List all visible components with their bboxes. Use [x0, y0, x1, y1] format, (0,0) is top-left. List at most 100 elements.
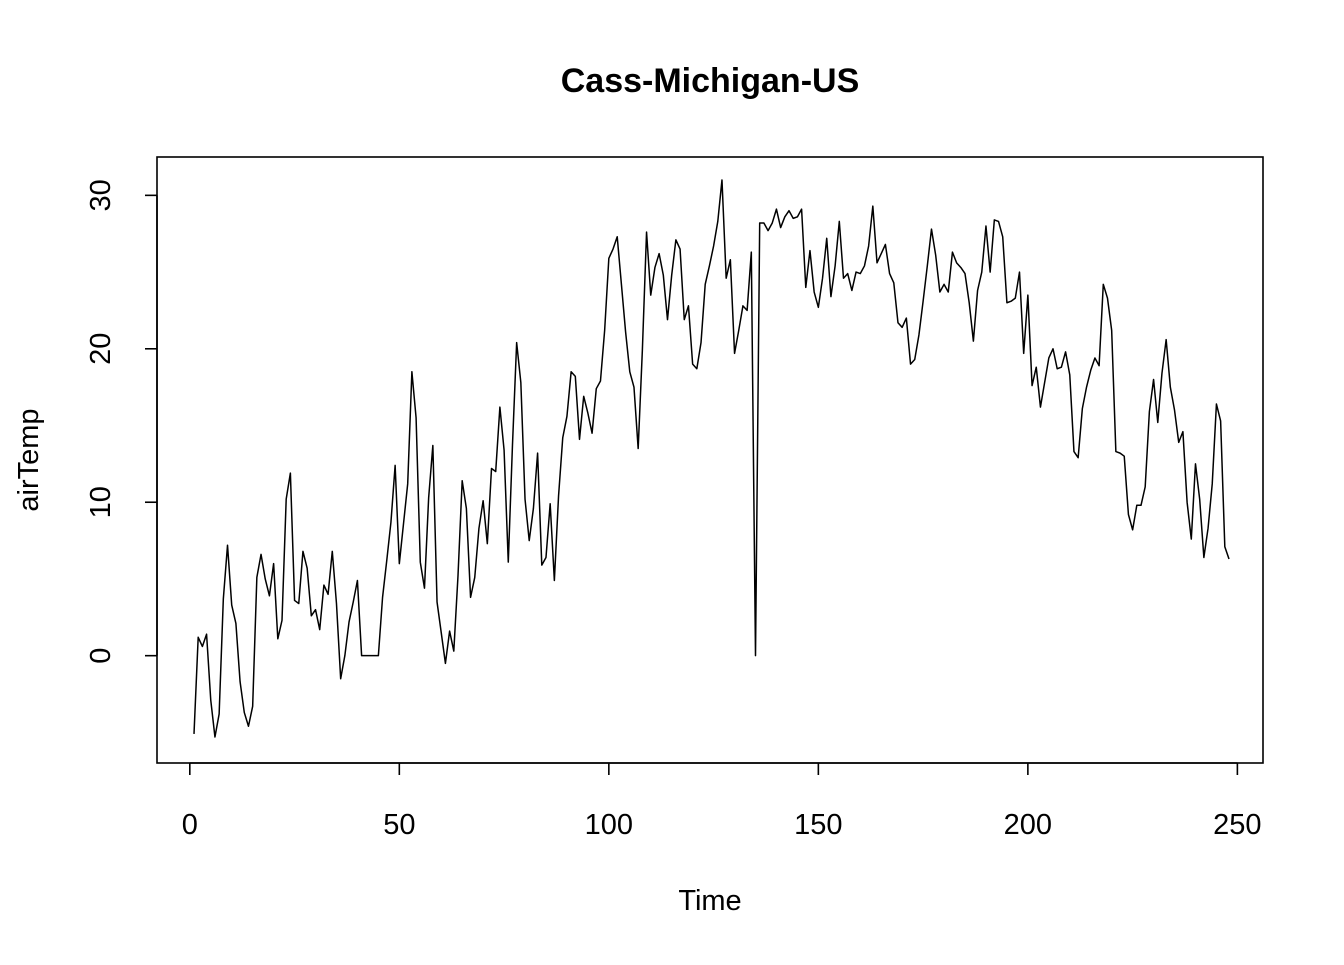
data-point [214, 736, 216, 738]
data-point [591, 432, 593, 434]
data-point [692, 363, 694, 365]
data-point [721, 179, 723, 181]
data-point [1040, 406, 1042, 408]
data-point [713, 245, 715, 247]
data-point [1119, 452, 1121, 454]
data-point [1052, 348, 1054, 350]
data-point [1065, 351, 1067, 353]
data-point [537, 452, 539, 454]
data-point [1048, 357, 1050, 359]
data-point [369, 655, 371, 657]
x-axis-label: Time [678, 885, 741, 917]
data-point [482, 500, 484, 502]
data-point [570, 371, 572, 373]
data-point [1224, 546, 1226, 548]
data-point [1035, 366, 1037, 368]
data-point [981, 271, 983, 273]
data-point [1086, 386, 1088, 388]
data-point [206, 633, 208, 635]
data-point [562, 437, 564, 439]
data-point [298, 603, 300, 605]
y-tick-label: 0 [85, 648, 117, 664]
data-point [675, 239, 677, 241]
data-point [696, 368, 698, 370]
series-points [193, 179, 1230, 738]
data-point [834, 265, 836, 267]
data-point [1165, 339, 1167, 341]
data-point [671, 274, 673, 276]
data-point [767, 230, 769, 232]
data-point [788, 210, 790, 212]
data-point [851, 290, 853, 292]
data-point [922, 300, 924, 302]
y-axis: 0 10 20 30 [85, 179, 158, 664]
data-point [839, 221, 841, 223]
data-point [746, 310, 748, 312]
data-point [256, 577, 258, 579]
data-point [763, 222, 765, 224]
data-point [642, 350, 644, 352]
data-point [1102, 284, 1104, 286]
data-point [315, 609, 317, 611]
data-point [1153, 379, 1155, 381]
data-point [897, 322, 899, 324]
data-point [231, 604, 233, 606]
data-point [667, 319, 669, 321]
data-point [914, 359, 916, 361]
data-point [1182, 431, 1184, 433]
data-point [1178, 442, 1180, 444]
data-point [457, 575, 459, 577]
data-point [466, 508, 468, 510]
data-point [281, 620, 283, 622]
data-point [432, 445, 434, 447]
data-point [751, 251, 753, 253]
data-point [822, 277, 824, 279]
data-point [352, 601, 354, 603]
data-point [419, 561, 421, 563]
data-point [709, 265, 711, 267]
data-point [742, 305, 744, 307]
data-point [1044, 382, 1046, 384]
data-point [780, 227, 782, 229]
y-tick-label: 30 [85, 179, 117, 211]
data-point [197, 636, 199, 638]
data-point [943, 284, 945, 286]
data-point [885, 244, 887, 246]
data-point [533, 508, 535, 510]
data-point [411, 371, 413, 373]
data-point [516, 342, 518, 344]
data-point [893, 282, 895, 284]
chart-title: Cass-Michigan-US [561, 62, 860, 100]
data-point [956, 262, 958, 264]
data-point [1023, 353, 1025, 355]
data-point [964, 273, 966, 275]
data-point [688, 305, 690, 307]
data-point [637, 448, 639, 450]
data-point [1077, 457, 1079, 459]
data-point [311, 615, 313, 617]
data-point [784, 216, 786, 218]
data-point [901, 327, 903, 329]
data-point [248, 725, 250, 727]
data-point [407, 483, 409, 485]
data-point [218, 713, 220, 715]
data-point [1157, 422, 1159, 424]
data-point [1199, 498, 1201, 500]
y-tick-label: 20 [85, 333, 117, 365]
data-point [520, 382, 522, 384]
data-point [738, 330, 740, 332]
data-point [855, 271, 857, 273]
data-point [1132, 529, 1134, 531]
x-tick-label: 200 [1004, 809, 1052, 841]
data-point [629, 371, 631, 373]
data-point [864, 265, 866, 267]
data-point [1123, 455, 1125, 457]
data-point [545, 557, 547, 559]
data-point [830, 296, 832, 298]
data-point [1203, 557, 1205, 559]
data-point [202, 646, 204, 648]
data-point [906, 317, 908, 319]
data-point [558, 495, 560, 497]
